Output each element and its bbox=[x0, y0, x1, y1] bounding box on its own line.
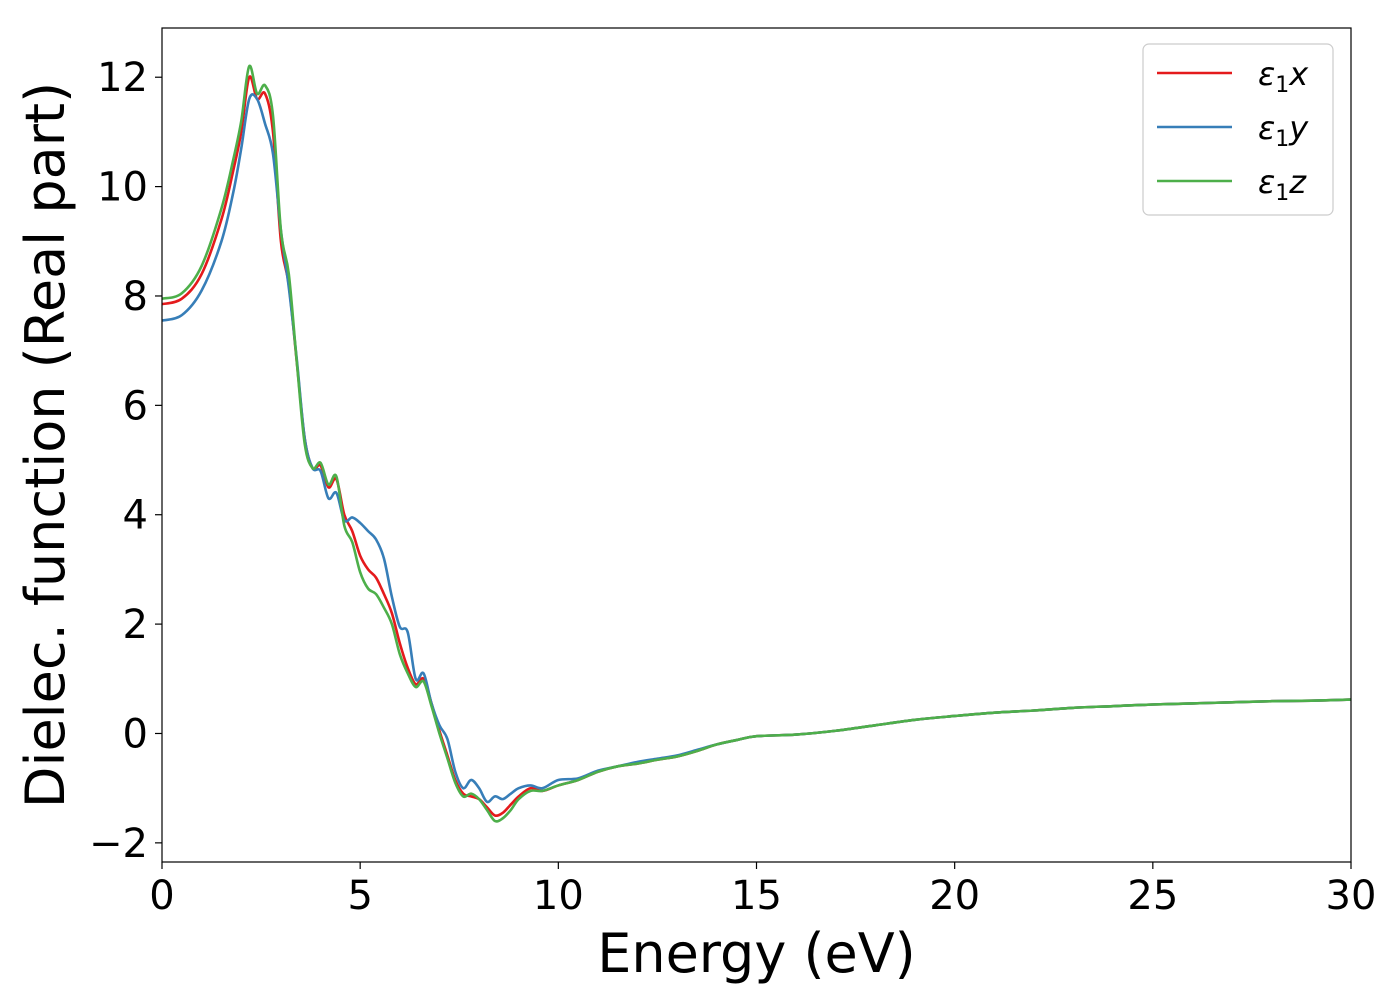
legend-entry-y: ε1y bbox=[1258, 109, 1309, 152]
x-tick-label: 30 bbox=[1326, 873, 1377, 919]
y-axis-label: Dielec. function (Real part) bbox=[14, 82, 77, 808]
x-tick-label: 0 bbox=[149, 873, 174, 919]
series-line-z bbox=[162, 64, 1351, 823]
y-tick-label: 10 bbox=[97, 165, 148, 211]
y-tick-label: 4 bbox=[123, 493, 148, 539]
legend-entry-x: ε1x bbox=[1258, 55, 1309, 98]
y-axis-ticks: −2 0 2 4 6 8 10 12 bbox=[89, 55, 162, 867]
y-tick-label: 8 bbox=[123, 274, 148, 320]
x-axis-label: Energy (eV) bbox=[597, 922, 916, 985]
x-tick-label: 5 bbox=[347, 873, 372, 919]
legend-entry-z: ε1z bbox=[1258, 163, 1307, 206]
x-tick-label: 20 bbox=[929, 873, 980, 919]
y-tick-label: 2 bbox=[123, 602, 148, 648]
x-tick-label: 15 bbox=[731, 873, 782, 919]
legend-box bbox=[1142, 43, 1334, 216]
x-axis-ticks: 0 5 10 15 20 25 30 bbox=[149, 862, 1376, 919]
y-tick-label: 0 bbox=[123, 711, 148, 757]
x-tick-label: 10 bbox=[533, 873, 584, 919]
y-tick-label: 12 bbox=[97, 55, 148, 101]
x-tick-label: 25 bbox=[1127, 873, 1178, 919]
y-tick-label: −2 bbox=[89, 821, 148, 867]
series-layer bbox=[162, 64, 1351, 823]
legend: ε1x ε1y ε1z bbox=[1142, 43, 1334, 216]
y-tick-label: 6 bbox=[123, 383, 148, 429]
